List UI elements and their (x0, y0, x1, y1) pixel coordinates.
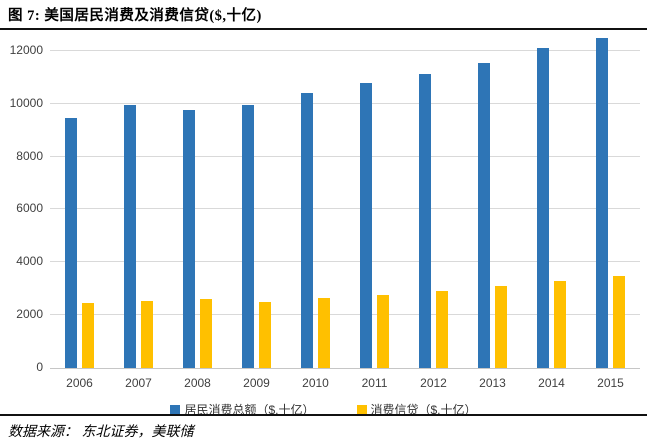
legend-label: 消费信贷（$,十亿） (370, 403, 477, 417)
chart-legend: 居民消费总额（$,十亿） 消费信贷（$,十亿） (0, 401, 647, 418)
bar-group-2015 (581, 37, 640, 368)
x-axis-label-2011: 2011 (361, 376, 388, 390)
credit-bar-2011 (377, 295, 389, 368)
credit-bar-2012 (436, 291, 448, 368)
bar-group-2007 (109, 37, 168, 368)
bar-series-container (50, 37, 640, 368)
x-axis-label-2010: 2010 (302, 376, 329, 390)
plot-area: 0 2000 4000 6000 8000 10000 12000 (10, 37, 640, 373)
x-axis-label-2015: 2015 (597, 376, 624, 390)
credit-bar-2010 (318, 298, 330, 368)
gridline (50, 156, 640, 157)
bar-group-2012 (404, 37, 463, 368)
y-axis-tick-label: 8000 (16, 149, 43, 163)
gridline (50, 208, 640, 209)
consumption-bar-2008 (183, 110, 195, 368)
credit-bar-2009 (259, 302, 271, 368)
credit-bar-2007 (141, 300, 153, 368)
bar-group-2006 (50, 37, 109, 368)
bar-group-2008 (168, 37, 227, 368)
consumption-bar-2012 (419, 73, 431, 368)
consumption-bar-2010 (301, 93, 313, 368)
consumption-bar-2006 (65, 118, 77, 368)
legend-item-credit: 消费信贷（$,十亿） (356, 401, 477, 418)
consumption-bar-2009 (242, 105, 254, 368)
y-axis-tick-label: 12000 (9, 43, 43, 57)
legend-item-consumption: 居民消费总额（$,十亿） (170, 401, 315, 418)
credit-bar-2008 (200, 299, 212, 368)
bar-group-2010 (286, 37, 345, 368)
credit-bar-2006 (82, 303, 94, 368)
legend-swatch-icon (170, 404, 181, 415)
y-axis-tick-label: 0 (36, 360, 43, 374)
legend-label: 居民消费总额（$,十亿） (184, 403, 315, 417)
bar-group-2009 (227, 37, 286, 368)
x-axis-label-2009: 2009 (243, 376, 270, 390)
credit-bar-2013 (495, 286, 507, 368)
bar-chart: 0 2000 4000 6000 8000 10000 12000 2006 2007 2008… (0, 37, 647, 418)
consumption-bar-2014 (537, 48, 549, 368)
credit-bar-2014 (554, 280, 566, 368)
consumption-bar-2007 (124, 105, 136, 368)
y-axis-tick-label: 6000 (16, 201, 43, 215)
consumption-bar-2011 (360, 82, 372, 368)
x-axis-labels: 2006 2007 2008 2009 2010 2011 2012 2013 2014 2015 (50, 369, 640, 390)
x-axis-label-2012: 2012 (420, 376, 447, 390)
y-axis-tick-label: 2000 (16, 307, 43, 321)
x-axis-label-2014: 2014 (538, 376, 565, 390)
y-axis-tick-label: 4000 (16, 254, 43, 268)
gridline (50, 103, 640, 104)
bar-group-2014 (522, 37, 581, 368)
x-axis-label-2008: 2008 (184, 376, 211, 390)
x-axis-label-2007: 2007 (125, 376, 152, 390)
bar-group-2013 (463, 37, 522, 368)
data-source-note: 数据来源： 东北证券，美联储 (0, 414, 647, 447)
x-axis-label-2013: 2013 (479, 376, 506, 390)
gridline (50, 261, 640, 262)
figure-title: 图 7: 美国居民消费及消费信贷($,十亿) (0, 0, 647, 30)
credit-bar-2015 (613, 275, 625, 368)
gridline (50, 314, 640, 315)
consumption-bar-2013 (478, 62, 490, 368)
consumption-bar-2015 (596, 37, 608, 368)
y-axis-tick-label: 10000 (9, 96, 43, 110)
gridline (50, 50, 640, 51)
x-axis-label-2006: 2006 (66, 376, 93, 390)
bar-group-2011 (345, 37, 404, 368)
legend-swatch-icon (356, 404, 367, 415)
